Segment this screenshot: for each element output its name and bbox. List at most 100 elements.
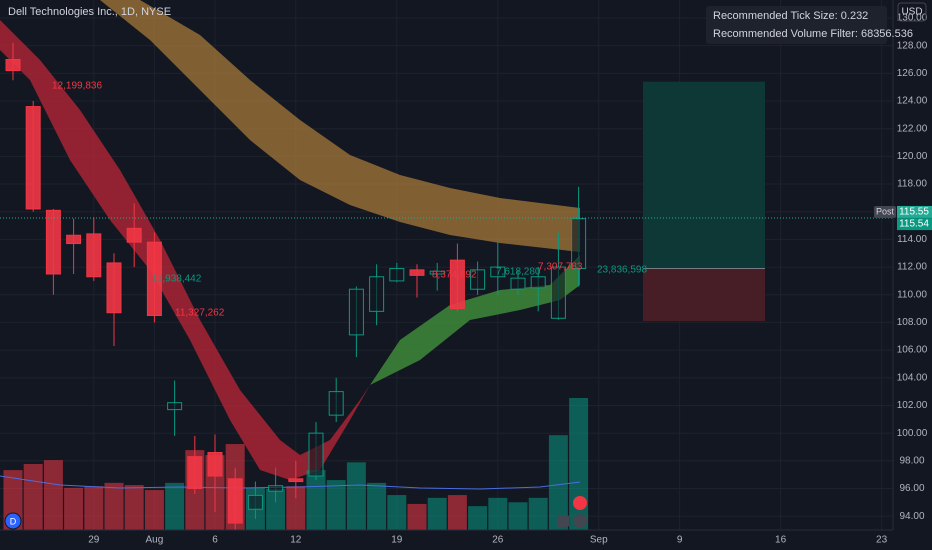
- x-tick-label: Sep: [590, 535, 608, 546]
- dividend-icon[interactable]: [4, 512, 22, 530]
- y-tick-label: 126.00: [897, 68, 928, 79]
- add-icon[interactable]: [573, 514, 587, 528]
- annotation: 7,307,783: [538, 262, 583, 273]
- y-tick-label: 96.00: [899, 483, 924, 494]
- x-tick-label: 19: [391, 535, 403, 546]
- annotation: 11,327,262: [175, 308, 225, 319]
- x-tick-label: 23: [876, 535, 888, 546]
- candle-body: [268, 485, 284, 492]
- y-tick-label: 122.00: [897, 123, 928, 134]
- candle-body: [470, 269, 486, 290]
- volume-bar: [124, 485, 144, 530]
- y-tick-label: 106.00: [897, 345, 928, 356]
- volume: [3, 398, 589, 530]
- x-tick-label: 29: [88, 535, 100, 546]
- candle-body: [530, 276, 546, 289]
- x-tick-label: 16: [775, 535, 787, 546]
- candle-body: [288, 478, 304, 483]
- post-tag: [874, 205, 896, 218]
- currency-button[interactable]: [897, 2, 927, 22]
- candle-body: [449, 259, 465, 310]
- x-tick-label: 9: [677, 535, 683, 546]
- candle-body: [369, 276, 385, 312]
- volume-bar: [427, 497, 447, 530]
- candle-body: [86, 233, 102, 278]
- candle-body: [66, 234, 82, 245]
- volume-bar: [468, 506, 488, 530]
- x-tick-label: 26: [492, 535, 504, 546]
- y-tick-label: 118.00: [897, 179, 927, 190]
- candle-body: [389, 267, 405, 282]
- volume-ma: [0, 475, 581, 490]
- volume-bar: [165, 482, 185, 530]
- candle-body: [45, 209, 61, 275]
- y-tick-label: 112.00: [897, 262, 927, 273]
- annotation: 7,618,280: [496, 267, 541, 278]
- y-tick-label: 98.00: [899, 455, 924, 466]
- candle-body: [106, 262, 122, 314]
- candle-body: [247, 494, 263, 510]
- green-band: [360, 255, 580, 400]
- volume-bar: [306, 470, 326, 530]
- y-tick-label: 124.00: [897, 96, 928, 107]
- candle-body: [207, 452, 223, 477]
- candle-body: [550, 266, 566, 319]
- volume-bar: [346, 462, 366, 530]
- y-tick-label: 100.00: [897, 428, 928, 439]
- volume-bar: [326, 480, 346, 530]
- price-tag: [897, 205, 932, 218]
- stop-zone: [643, 268, 765, 322]
- position-tool: [643, 81, 765, 322]
- y-tick-label: 120.00: [897, 151, 928, 162]
- volume-bar: [387, 495, 407, 530]
- volume-bar: [266, 488, 286, 530]
- post-price: 115.55: [899, 207, 929, 218]
- currency[interactable]: USD: [901, 7, 922, 18]
- x-tick-label: 6: [212, 535, 218, 546]
- annotation: 11,938,442: [152, 274, 202, 285]
- event-icon[interactable]: [573, 496, 587, 510]
- volume-bar: [144, 490, 164, 530]
- candles: [5, 42, 587, 530]
- last-price: 115.54: [899, 219, 929, 230]
- chart-title: Dell Technologies Inc., 1D, NYSE: [8, 6, 171, 18]
- candle-body: [429, 270, 445, 275]
- candle-body: [490, 266, 506, 278]
- candle-body: [510, 277, 526, 290]
- volume-bar: [367, 482, 387, 530]
- info-panel: [706, 6, 887, 44]
- last-tag: [897, 218, 932, 231]
- volume-bar: [528, 497, 548, 530]
- volume-bar: [64, 487, 84, 530]
- annotation: 12,199,836: [52, 81, 102, 92]
- candle-body: [328, 391, 344, 416]
- icon-label: D: [10, 516, 17, 526]
- volume-bar: [104, 482, 124, 530]
- x-tick-label: 12: [290, 535, 302, 546]
- post-label: Post: [876, 206, 895, 216]
- candle-body: [5, 59, 21, 72]
- candle-body: [227, 478, 243, 524]
- earnings-icon[interactable]: [557, 515, 569, 527]
- candle-body: [146, 241, 162, 317]
- y-tick-label: 108.00: [897, 317, 928, 328]
- annotation: 8,374,892: [432, 270, 477, 281]
- candle-body: [571, 218, 587, 269]
- candle-body: [25, 106, 41, 210]
- target-zone: [643, 81, 765, 269]
- volume-bar: [286, 486, 306, 530]
- info-line: Recommended Volume Filter: 68356.536: [713, 28, 913, 40]
- red-band: [0, 20, 370, 480]
- volume-bar: [508, 502, 528, 530]
- y-tick-label: 130.00: [897, 13, 928, 24]
- candle-body: [409, 269, 425, 276]
- volume-bar: [447, 495, 467, 530]
- volume-bar: [84, 486, 104, 530]
- y-tick-label: 104.00: [897, 372, 928, 383]
- price-axis: [893, 0, 932, 550]
- volume-bar: [548, 435, 568, 530]
- info-line: Recommended Tick Size: 0.232: [713, 10, 868, 22]
- candle-body: [126, 227, 142, 243]
- y-tick-label: 114.00: [897, 234, 927, 245]
- volume-bar: [23, 464, 43, 530]
